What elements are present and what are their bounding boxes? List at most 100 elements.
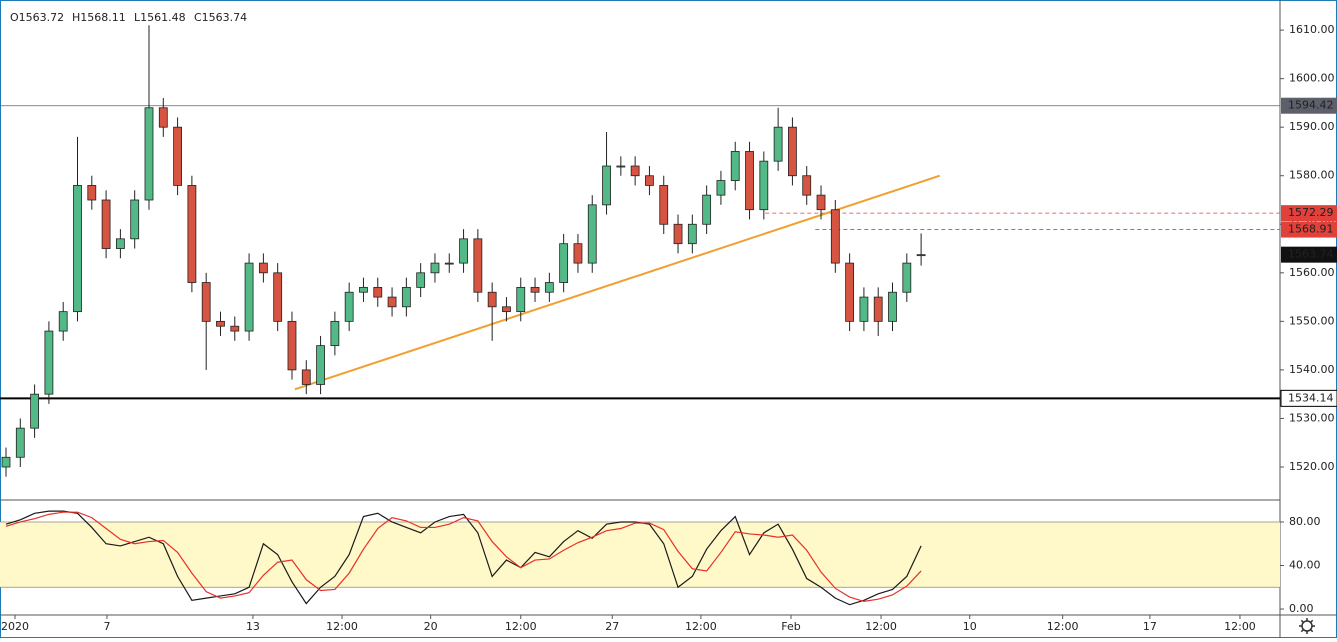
stoch-y-tick-label: 0.00: [1289, 602, 1314, 615]
candle-body: [244, 262, 254, 332]
x-tick-label: 12:00: [1047, 620, 1079, 633]
level-label: 1572.29: [1288, 206, 1334, 219]
x-tick-label: 12:00: [326, 620, 358, 633]
candle-body: [459, 238, 468, 264]
level-label: 1568.91: [1288, 223, 1334, 236]
candle-body: [158, 107, 168, 128]
candle-body: [659, 185, 669, 225]
x-tick-label: 12:00: [505, 620, 537, 633]
candle-body: [587, 204, 597, 264]
stoch-band: [0, 521, 1280, 588]
candle-body: [273, 272, 283, 322]
candle-body: [115, 238, 125, 249]
candle-body: [130, 199, 140, 240]
candle-body: [516, 286, 526, 313]
candle-body: [15, 427, 25, 458]
candle-body: [44, 330, 54, 395]
y-tick-label: 1590.00: [1289, 120, 1335, 133]
candle-body: [1, 456, 11, 468]
y-tick-label: 1610.00: [1289, 23, 1335, 36]
stoch-line: [5, 511, 922, 603]
candle-body: [187, 185, 197, 283]
candle-body: [387, 296, 397, 308]
candle-body: [645, 175, 654, 186]
level-label: 1534.14: [1288, 391, 1334, 404]
level-label-bg: [1281, 97, 1337, 114]
candle-body: [30, 393, 40, 429]
candle-body: [373, 286, 383, 298]
candle-body: [802, 175, 812, 196]
candle-body: [630, 165, 640, 177]
candle-body: [859, 296, 869, 322]
x-tick-label: 10: [963, 620, 977, 633]
candle-body: [344, 291, 354, 322]
candle-body: [216, 320, 225, 327]
candle-body: [730, 151, 740, 181]
candle-body: [687, 223, 697, 245]
candle-body: [330, 320, 340, 347]
candle-body: [830, 209, 840, 264]
candle-body: [902, 262, 912, 293]
candle-body: [444, 262, 454, 265]
x-tick-label: 27: [605, 620, 619, 633]
settings-icon[interactable]: [1299, 618, 1315, 634]
level-label-bg: [1280, 389, 1337, 407]
candle-body: [230, 325, 240, 332]
stoch-line: [5, 510, 922, 606]
last-price-label: 1563.74: [1288, 248, 1334, 261]
candle-body: [101, 199, 111, 249]
candle-body: [58, 311, 68, 332]
candle-body: [816, 194, 826, 211]
ohlc-close: C1563.74: [194, 11, 247, 24]
x-tick-label: 12:00: [685, 620, 717, 633]
x-tick-label: 7: [103, 620, 110, 633]
x-tick-label: Feb: [781, 620, 800, 633]
x-tick-label: 12:00: [865, 620, 897, 633]
candle-body: [602, 165, 611, 206]
candle-body: [544, 282, 554, 293]
candle-body: [502, 306, 511, 313]
candle-body: [616, 165, 626, 168]
y-tick-label: 1600.00: [1289, 72, 1335, 85]
ohlc-open: O1563.72: [10, 11, 64, 24]
candle-body: [702, 194, 712, 225]
level-label-bg: [1281, 221, 1337, 238]
candle-body: [773, 126, 783, 162]
candle-body: [201, 282, 211, 322]
candle-body: [745, 151, 754, 211]
candle-body: [916, 254, 926, 257]
stoch-y-tick-label: 80.00: [1289, 515, 1321, 528]
x-tick-label: 13: [246, 620, 260, 633]
candle-body: [401, 286, 411, 308]
candle-body: [287, 320, 297, 371]
candle-body: [87, 185, 97, 201]
candle-body: [530, 286, 540, 293]
y-tick-label: 1560.00: [1289, 266, 1335, 279]
candle-body: [301, 369, 311, 385]
candle-body: [359, 286, 368, 293]
y-tick-label: 1530.00: [1289, 411, 1335, 424]
candle-body: [173, 126, 182, 186]
candle-body: [473, 238, 483, 293]
ohlc-high: H1568.11: [72, 11, 126, 24]
candle-body: [873, 296, 883, 322]
candle-body: [573, 243, 583, 264]
y-tick-label: 1580.00: [1289, 169, 1335, 182]
candle-body: [316, 345, 325, 385]
candle-body: [430, 262, 440, 274]
y-tick-label: 1520.00: [1289, 460, 1335, 473]
candle-body: [559, 243, 569, 283]
candle-body: [759, 160, 769, 211]
x-tick-label: 12:00: [1224, 620, 1256, 633]
candle-body: [144, 107, 154, 201]
candle-body: [673, 223, 683, 245]
ohlc-low: L1561.48: [134, 11, 186, 24]
x-tick-label: 2020: [1, 620, 29, 633]
candle-body: [716, 180, 726, 196]
x-tick-label: 20: [424, 620, 438, 633]
candle-body: [73, 185, 82, 313]
ohlc-header: O1563.72 H1568.11 L1561.48 C1563.74: [10, 11, 247, 24]
candle-body: [258, 262, 268, 274]
y-tick-label: 1540.00: [1289, 363, 1335, 376]
